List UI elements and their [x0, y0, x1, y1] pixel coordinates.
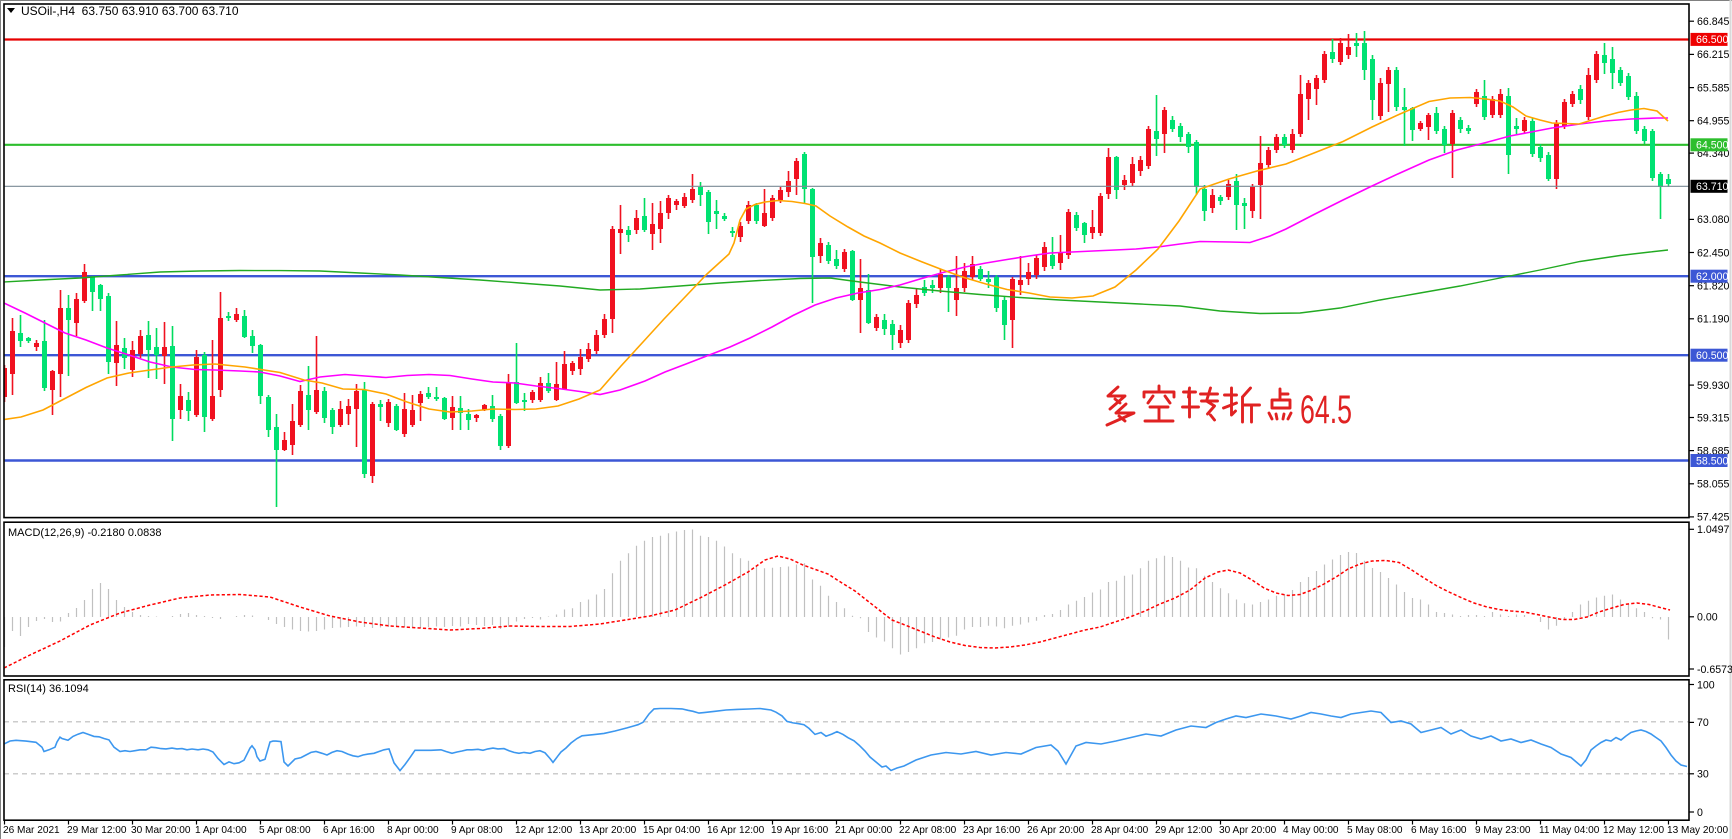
svg-text:66.845: 66.845	[1697, 16, 1730, 28]
svg-text:29 Mar 12:00: 29 Mar 12:00	[67, 825, 127, 836]
svg-text:64.5: 64.5	[1300, 388, 1352, 432]
svg-text:6 Apr 16:00: 6 Apr 16:00	[323, 825, 375, 836]
svg-text:19 Apr 16:00: 19 Apr 16:00	[771, 825, 829, 836]
svg-text:4 May 00:00: 4 May 00:00	[1283, 825, 1339, 836]
svg-text:63.710: 63.710	[1696, 181, 1729, 193]
svg-text:23 Apr 16:00: 23 Apr 16:00	[963, 825, 1021, 836]
svg-text:9 May 23:00: 9 May 23:00	[1475, 825, 1531, 836]
svg-text:61.190: 61.190	[1697, 314, 1730, 326]
svg-text:58.055: 58.055	[1697, 479, 1730, 491]
svg-text:26 Mar 2021: 26 Mar 2021	[3, 825, 60, 836]
svg-text:11 May 04:00: 11 May 04:00	[1539, 825, 1600, 836]
svg-text:62.450: 62.450	[1697, 247, 1730, 259]
svg-text:13 May 20:00: 13 May 20:00	[1667, 825, 1729, 836]
svg-text:58.500: 58.500	[1696, 455, 1729, 467]
svg-text:13 Apr 20:00: 13 Apr 20:00	[579, 825, 637, 836]
svg-text:1 Apr 04:00: 1 Apr 04:00	[195, 825, 247, 836]
svg-text:62.000: 62.000	[1696, 271, 1729, 283]
svg-text:16 Apr 12:00: 16 Apr 12:00	[707, 825, 765, 836]
svg-text:12 Apr 12:00: 12 Apr 12:00	[515, 825, 573, 836]
svg-text:5 Apr 08:00: 5 Apr 08:00	[259, 825, 311, 836]
svg-text:8 Apr 00:00: 8 Apr 00:00	[387, 825, 439, 836]
svg-text:9 Apr 08:00: 9 Apr 08:00	[451, 825, 503, 836]
svg-text:63.080: 63.080	[1697, 214, 1730, 226]
svg-text:28 Apr 04:00: 28 Apr 04:00	[1091, 825, 1149, 836]
svg-text:70: 70	[1697, 717, 1709, 729]
svg-text:21 Apr 00:00: 21 Apr 00:00	[835, 825, 893, 836]
svg-text:-0.6573: -0.6573	[1697, 664, 1732, 676]
svg-text:61.820: 61.820	[1697, 281, 1730, 293]
svg-text:22 Apr 08:00: 22 Apr 08:00	[899, 825, 957, 836]
svg-text:0.00: 0.00	[1697, 612, 1718, 624]
svg-text:15 Apr 04:00: 15 Apr 04:00	[643, 825, 701, 836]
svg-text:5 May 08:00: 5 May 08:00	[1347, 825, 1403, 836]
svg-text:64.955: 64.955	[1697, 116, 1730, 128]
svg-text:60.500: 60.500	[1696, 350, 1729, 362]
svg-text:65.585: 65.585	[1697, 82, 1730, 94]
svg-text:66.500: 66.500	[1696, 34, 1729, 46]
svg-text:30 Mar 20:00: 30 Mar 20:00	[131, 825, 191, 836]
svg-text:30: 30	[1697, 769, 1709, 781]
svg-text:12 May 12:00: 12 May 12:00	[1603, 825, 1665, 836]
svg-text:6 May 16:00: 6 May 16:00	[1411, 825, 1467, 836]
svg-text:64.500: 64.500	[1696, 140, 1729, 152]
svg-text:RSI(14) 36.1094: RSI(14) 36.1094	[8, 683, 89, 695]
svg-text:59.930: 59.930	[1697, 380, 1730, 392]
svg-text:29 Apr 12:00: 29 Apr 12:00	[1155, 825, 1213, 836]
svg-text:26 Apr 20:00: 26 Apr 20:00	[1027, 825, 1085, 836]
svg-text:1.0497: 1.0497	[1697, 524, 1730, 536]
svg-text:100: 100	[1697, 679, 1715, 691]
svg-text:66.215: 66.215	[1697, 49, 1730, 61]
svg-text:57.425: 57.425	[1697, 512, 1730, 524]
svg-text:59.315: 59.315	[1697, 412, 1730, 424]
svg-text:MACD(12,26,9) -0.2180 0.0838: MACD(12,26,9) -0.2180 0.0838	[8, 527, 161, 539]
svg-text:30 Apr 20:00: 30 Apr 20:00	[1219, 825, 1277, 836]
svg-text:0: 0	[1697, 807, 1703, 819]
svg-text:USOil-,H4 63.750 63.910 63.70: USOil-,H4 63.750 63.910 63.700 63.710	[21, 4, 239, 18]
